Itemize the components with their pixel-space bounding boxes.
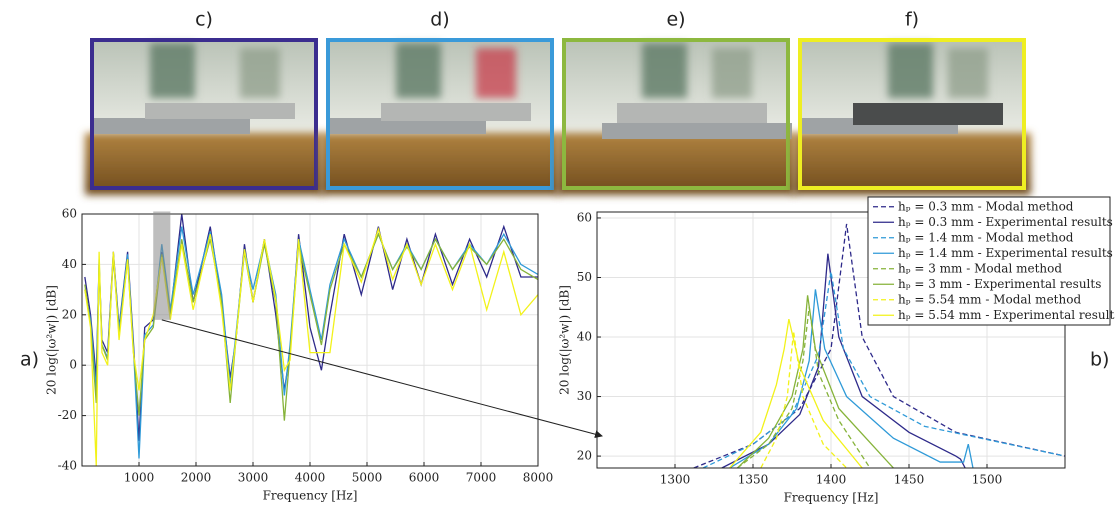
blob bbox=[150, 43, 195, 98]
x-tick-label: 4000 bbox=[295, 471, 326, 485]
photo-scene bbox=[321, 43, 559, 195]
y-axis-label: 20 log(|ω²w|) [dB] bbox=[45, 285, 59, 395]
x-tick-label: 8000 bbox=[523, 471, 554, 485]
photo-label: d) bbox=[430, 9, 449, 31]
y-tick-label: -20 bbox=[58, 408, 77, 422]
blob bbox=[948, 48, 988, 98]
series-line bbox=[721, 253, 966, 468]
photo bbox=[85, 38, 323, 195]
photo-scene bbox=[557, 43, 795, 195]
legend-label: hₚ = 5.54 mm - Modal method bbox=[898, 292, 1081, 306]
x-tick-label: 1300 bbox=[660, 473, 691, 487]
legend: hₚ = 0.3 mm - Modal method hₚ = 0.3 mm - … bbox=[867, 196, 1115, 326]
legend-label: hₚ = 3 mm - Modal method bbox=[898, 261, 1062, 275]
x-tick-label: 2000 bbox=[181, 471, 212, 485]
series-line bbox=[702, 271, 1065, 468]
y-tick-label: 40 bbox=[577, 330, 592, 344]
blob bbox=[712, 48, 752, 98]
photo bbox=[557, 38, 795, 195]
y-tick-label: 30 bbox=[577, 389, 592, 403]
photo bbox=[321, 38, 559, 195]
blob bbox=[396, 43, 441, 98]
panel-label: b) bbox=[1090, 349, 1109, 371]
x-axis-label: Frequency [Hz] bbox=[263, 489, 358, 503]
table bbox=[793, 133, 1031, 195]
table bbox=[85, 133, 323, 195]
table bbox=[321, 133, 559, 195]
y-tick-label: 20 bbox=[577, 449, 592, 463]
photo-label: e) bbox=[666, 9, 685, 31]
plate-upper bbox=[381, 103, 531, 121]
y-tick-label: -40 bbox=[58, 459, 77, 473]
x-tick-label: 1500 bbox=[972, 473, 1003, 487]
y-tick-label: 60 bbox=[577, 210, 592, 224]
series-line bbox=[737, 307, 871, 468]
y-tick-label: 60 bbox=[62, 207, 77, 221]
axes-frame bbox=[81, 213, 539, 467]
photo-scene bbox=[793, 43, 1031, 195]
x-tick-label: 1400 bbox=[816, 473, 847, 487]
photo-frame bbox=[90, 38, 318, 190]
x-tick-label: 1450 bbox=[894, 473, 925, 487]
legend-box bbox=[867, 196, 1111, 326]
plate-upper bbox=[853, 103, 1003, 125]
legend-label: hₚ = 3 mm - Experimental results bbox=[898, 277, 1101, 291]
photo-label: f) bbox=[905, 9, 919, 31]
x-tick-label: 5000 bbox=[352, 471, 383, 485]
x-tick-label: 1350 bbox=[738, 473, 769, 487]
photo-frame bbox=[326, 38, 554, 190]
series-line bbox=[729, 289, 974, 468]
blob bbox=[642, 43, 687, 98]
x-axis-label: Frequency [Hz] bbox=[784, 491, 879, 505]
blob bbox=[240, 48, 280, 98]
photo bbox=[793, 38, 1031, 195]
x-tick-label: 1000 bbox=[124, 471, 155, 485]
series-line bbox=[736, 295, 894, 468]
series-line bbox=[84, 226, 538, 459]
plate-lower bbox=[90, 118, 250, 134]
plate-upper bbox=[145, 103, 295, 119]
plate-lower bbox=[602, 123, 792, 139]
plate-lower bbox=[326, 118, 486, 134]
series-line bbox=[729, 319, 863, 468]
y-tick-label: 0 bbox=[69, 358, 77, 372]
legend-label: hₚ = 5.54 mm - Experimental results bbox=[898, 308, 1115, 322]
series-line bbox=[84, 226, 538, 466]
y-axis-label: 20 log(|ω²w|) [dB] bbox=[558, 285, 572, 395]
plot-lines bbox=[84, 214, 538, 466]
photo-frame bbox=[798, 38, 1026, 190]
x-tick-label: 7000 bbox=[466, 471, 497, 485]
x-tick-label: 3000 bbox=[238, 471, 269, 485]
blob bbox=[476, 48, 516, 98]
zoom-arrow bbox=[161, 319, 603, 439]
y-tick-label: 50 bbox=[577, 270, 592, 284]
photo-frame bbox=[562, 38, 790, 190]
plate-upper bbox=[617, 103, 767, 123]
series-line bbox=[760, 330, 848, 468]
legend-label: hₚ = 0.3 mm - Modal method bbox=[898, 199, 1074, 213]
blob bbox=[888, 43, 933, 98]
photo-label: c) bbox=[195, 9, 213, 31]
photo-scene bbox=[85, 43, 323, 195]
legend-label: hₚ = 0.3 mm - Experimental results bbox=[898, 215, 1113, 229]
plot-lines bbox=[693, 223, 1065, 468]
y-tick-label: 40 bbox=[62, 257, 77, 271]
zoom-highlight bbox=[153, 211, 171, 320]
axes-frame bbox=[596, 211, 1066, 469]
legend-label: hₚ = 1.4 mm - Experimental results bbox=[898, 246, 1113, 260]
x-tick-label: 6000 bbox=[409, 471, 440, 485]
panel-label: a) bbox=[20, 349, 39, 371]
table bbox=[557, 133, 795, 195]
y-tick-label: 20 bbox=[62, 307, 77, 321]
series-line bbox=[84, 232, 538, 421]
legend-label: hₚ = 1.4 mm - Modal method bbox=[898, 230, 1074, 244]
